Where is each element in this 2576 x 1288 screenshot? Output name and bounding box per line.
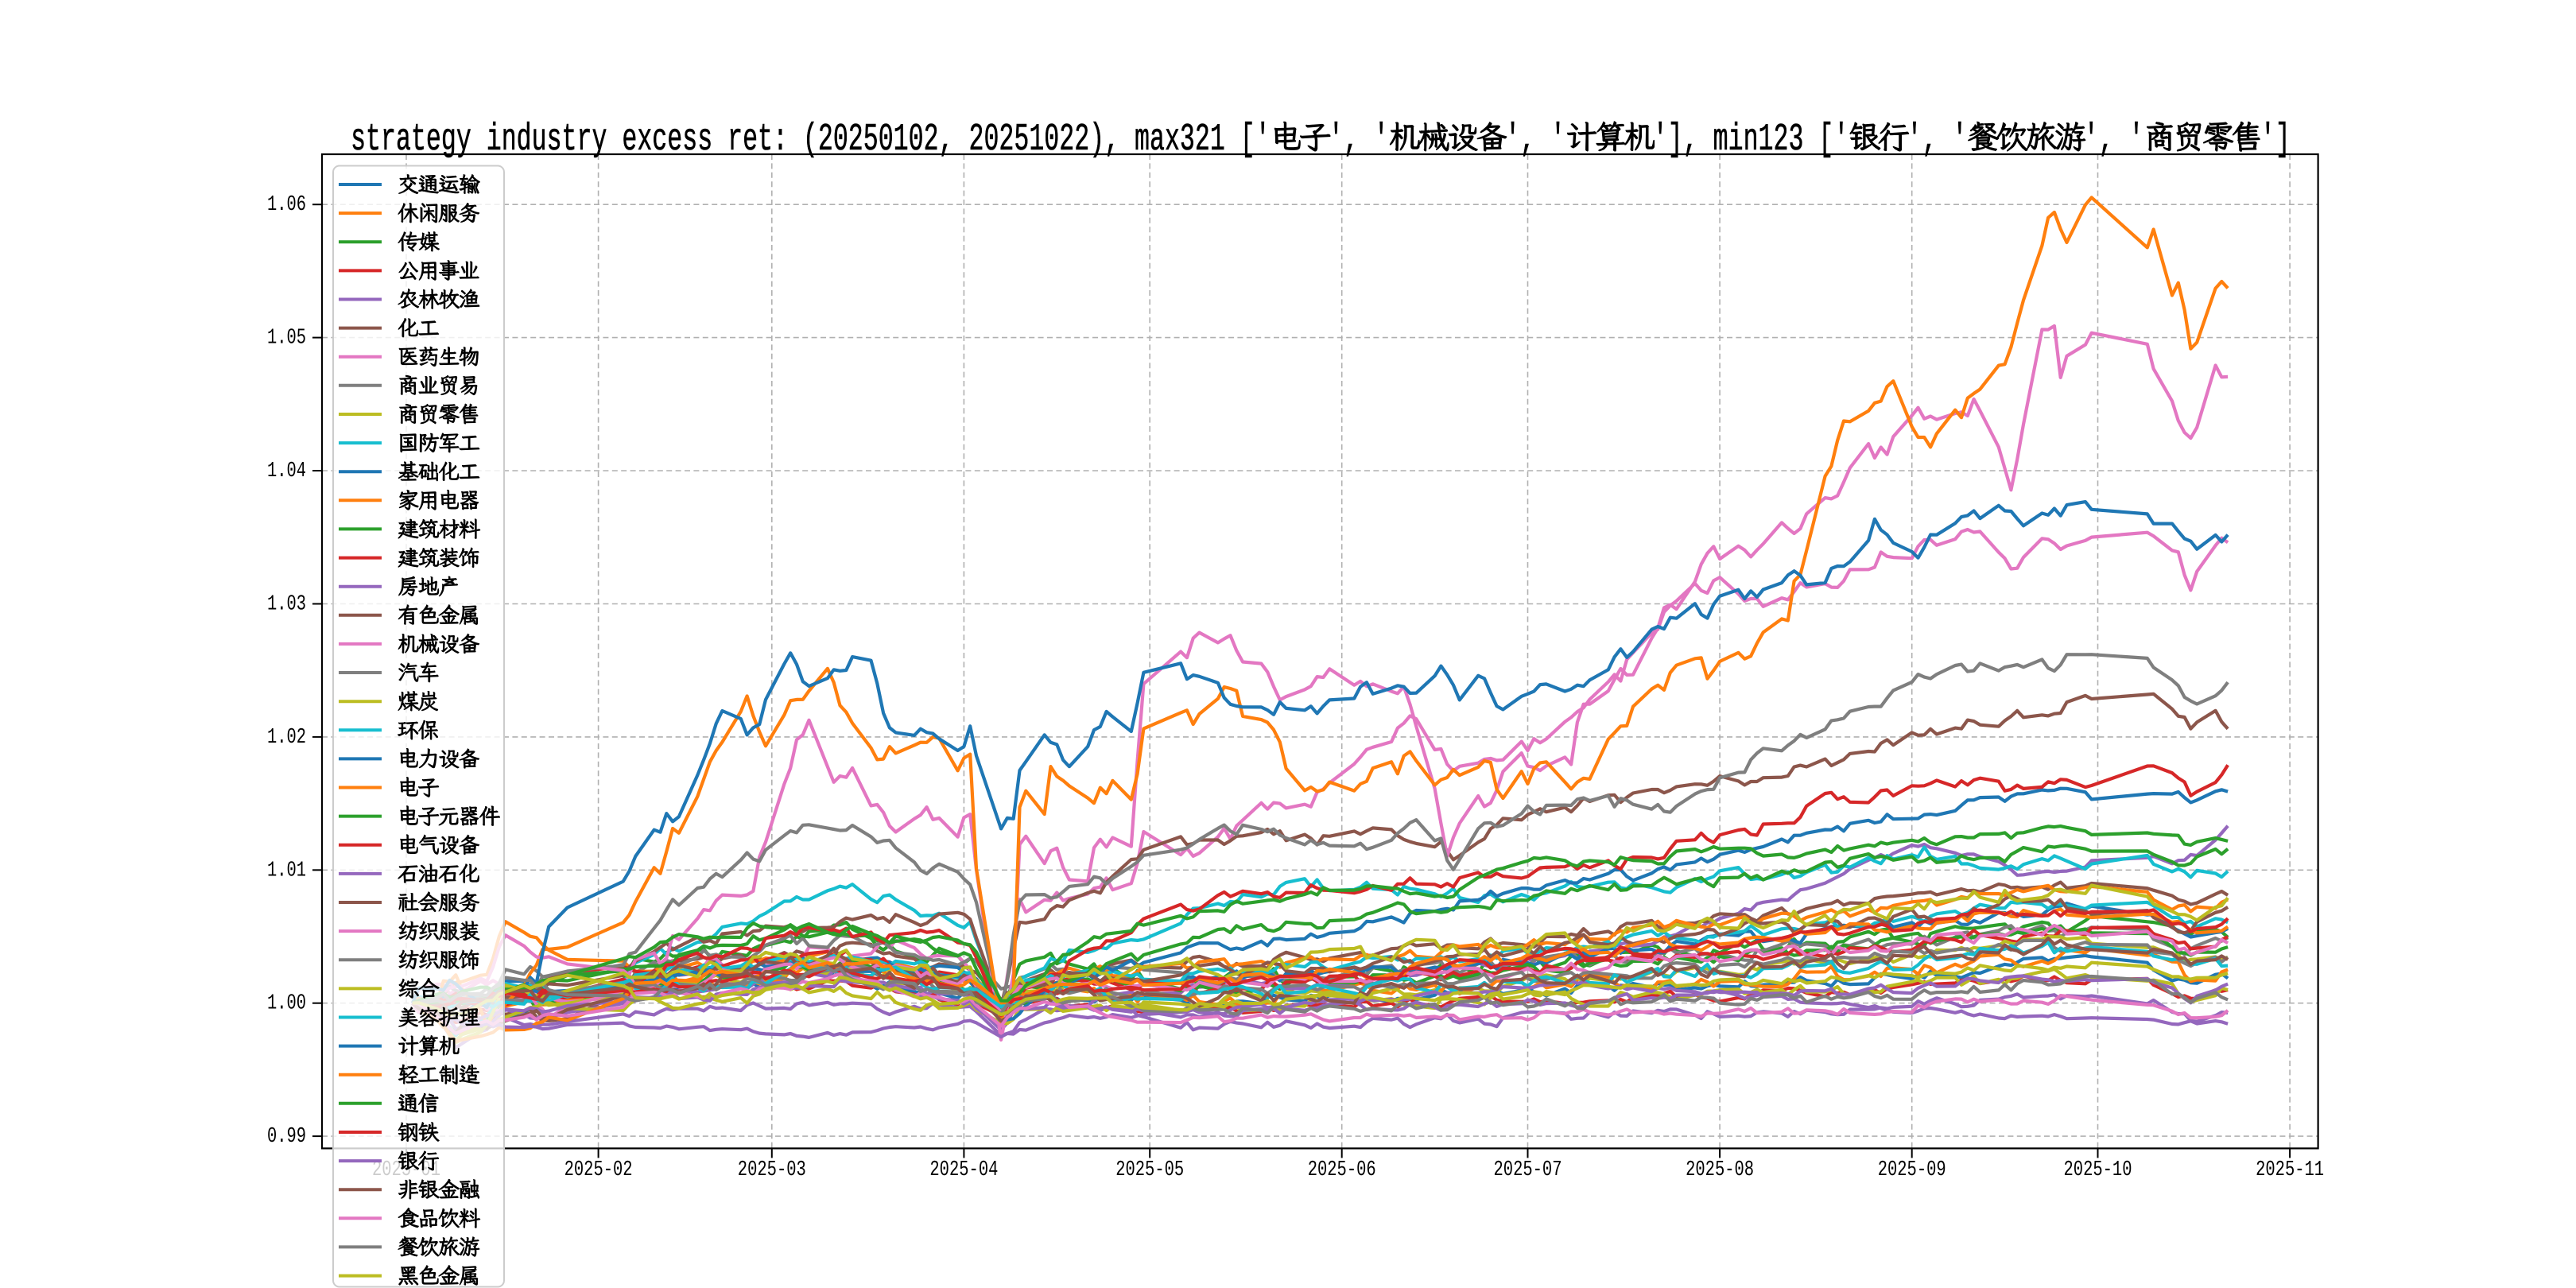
svg-text:', ': ', ' bbox=[1329, 118, 1389, 161]
svg-text:2025-09: 2025-09 bbox=[1878, 1158, 1946, 1182]
svg-text:0.99: 0.99 bbox=[267, 1125, 306, 1149]
svg-text:', ': ', ' bbox=[2084, 118, 2144, 161]
svg-text:'], min123 [': '], min123 [' bbox=[1653, 118, 1849, 161]
svg-text:2025-11: 2025-11 bbox=[2256, 1158, 2324, 1182]
svg-text:', ': ', ' bbox=[1505, 118, 1565, 161]
svg-text:2025-04: 2025-04 bbox=[929, 1158, 998, 1182]
svg-text:2025-02: 2025-02 bbox=[564, 1158, 633, 1182]
svg-text:2025-03: 2025-03 bbox=[738, 1158, 806, 1182]
svg-text:1.01: 1.01 bbox=[267, 859, 306, 883]
svg-text:2025-08: 2025-08 bbox=[1686, 1158, 1754, 1182]
svg-text:', ': ', ' bbox=[1907, 118, 1968, 161]
svg-text:1.05: 1.05 bbox=[267, 327, 306, 351]
svg-text:2025-10: 2025-10 bbox=[2064, 1158, 2132, 1182]
svg-text:1.02: 1.02 bbox=[267, 726, 306, 750]
svg-text:strategy industry excess ret:: strategy industry excess ret: (20250102,… bbox=[351, 118, 1271, 161]
svg-text:2025-07: 2025-07 bbox=[1494, 1158, 1562, 1182]
svg-text:2025-06: 2025-06 bbox=[1308, 1158, 1376, 1182]
svg-text:2025-05: 2025-05 bbox=[1115, 1158, 1184, 1182]
svg-text:']: '] bbox=[2260, 118, 2291, 161]
svg-text:1.03: 1.03 bbox=[267, 593, 306, 617]
svg-text:1.04: 1.04 bbox=[267, 460, 306, 483]
svg-text:1.06: 1.06 bbox=[267, 193, 306, 217]
svg-text:1.00: 1.00 bbox=[267, 992, 306, 1016]
